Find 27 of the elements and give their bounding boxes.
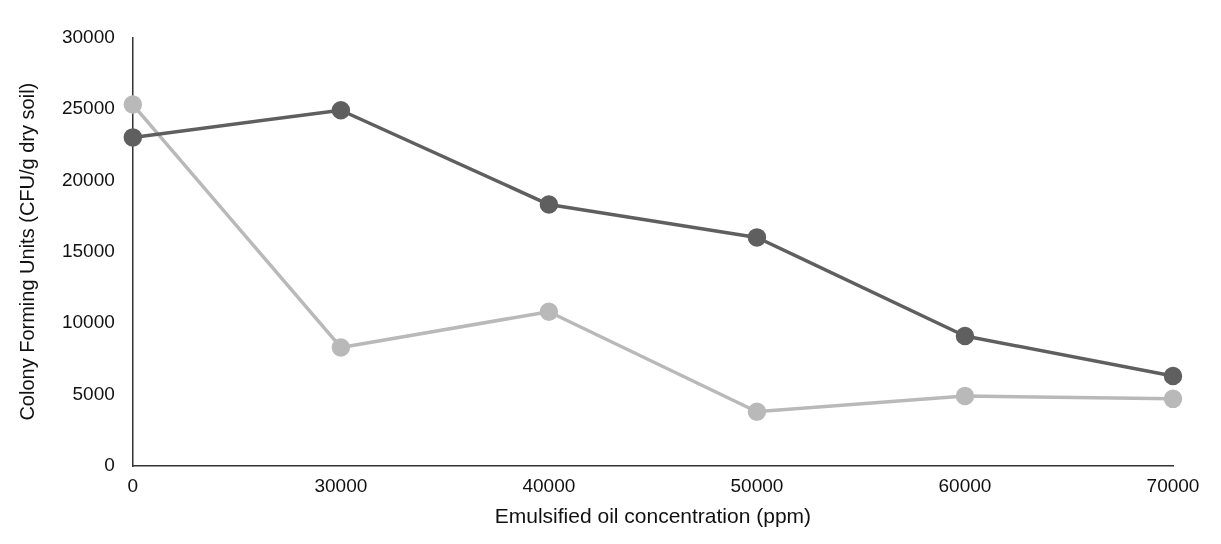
point: [747, 228, 767, 247]
y-tick-label: 10000: [61, 311, 115, 333]
point: [539, 195, 559, 214]
y-tick-label: 0: [104, 454, 115, 476]
x-tick-label: 0: [127, 474, 139, 496]
x-tick-label: 50000: [730, 474, 784, 496]
point: [123, 95, 143, 114]
y-tick-label: 20000: [61, 168, 115, 190]
point: [539, 302, 559, 321]
point: [331, 101, 351, 120]
x-tick-label: 30000: [314, 474, 368, 496]
x-tick-label: 60000: [938, 474, 992, 496]
point: [1163, 366, 1183, 386]
point: [331, 338, 351, 357]
point: [1163, 389, 1183, 409]
y-tick-label: 25000: [61, 97, 115, 119]
point: [123, 128, 143, 147]
y-axis-title: Colony Forming Units (CFU/g dry soil): [15, 82, 38, 421]
point: [955, 386, 975, 406]
x-tick-label: 40000: [522, 474, 576, 496]
x-axis-title: Emulsified oil concentration (ppm): [494, 504, 812, 528]
point: [747, 402, 767, 421]
point: [955, 326, 975, 346]
y-tick-label: 5000: [72, 382, 115, 404]
y-tick-label: 30000: [61, 25, 115, 47]
x-tick-label: 70000: [1146, 474, 1200, 496]
y-tick-label: 15000: [61, 239, 115, 261]
